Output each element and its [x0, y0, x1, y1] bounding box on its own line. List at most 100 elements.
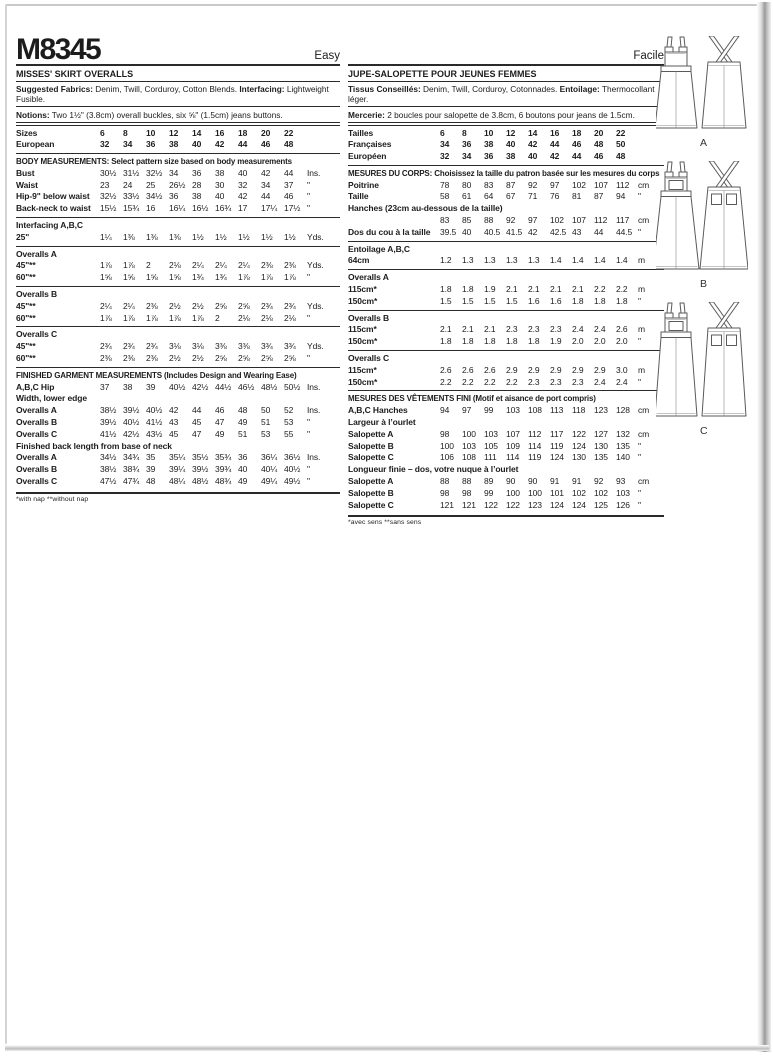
cell-value: 44.5	[616, 226, 633, 237]
cell-value: 1⅞	[123, 260, 135, 271]
unit-label: cm	[638, 179, 650, 190]
cell-value: 40	[192, 139, 202, 150]
cell-value: 2.1	[528, 284, 540, 295]
cell-value: 2.9	[594, 364, 606, 375]
cell-value: 44	[261, 191, 271, 202]
row-label: Salopette C	[348, 499, 394, 510]
cell-value: 1⅞	[192, 312, 204, 323]
cell-value: 42	[528, 139, 538, 150]
cell-value: 1½	[284, 231, 296, 242]
unit-label: "	[638, 376, 641, 387]
french-column: Facile JUPE-SALOPETTE POUR JEUNES FEMMES…	[348, 34, 664, 526]
cell-value: 44	[550, 139, 560, 150]
cell-value: 53	[261, 428, 271, 439]
table-row: Overalls C 47½ 47¾ 48 48¼ 48½ 48¾ 49 49¼ 49½ "	[16, 476, 340, 488]
cell-value: 87	[506, 179, 516, 190]
cell-value: 94	[616, 191, 626, 202]
cell-value: 119	[550, 440, 564, 451]
cell-value: 14	[192, 127, 202, 138]
cell-value: 98	[462, 487, 472, 498]
cell-value: 2⅜	[146, 300, 158, 311]
cell-value: 124	[572, 440, 586, 451]
cell-value: 3¾	[261, 341, 273, 352]
unit-label: "	[307, 203, 310, 214]
cell-value: 1.8	[440, 336, 452, 347]
cell-value: 46	[594, 151, 604, 162]
cell-value: 2.9	[528, 364, 540, 375]
page-edge-top	[5, 4, 757, 6]
cell-value: 24	[123, 179, 133, 190]
cell-value: 2.4	[572, 324, 584, 335]
table-row: 45"** 2¾ 2¾ 2¾ 3⅛ 3⅛ 3⅜ 3⅜ 3¾ 3¾ Yds.	[16, 341, 340, 353]
cell-value: 2.0	[594, 336, 606, 347]
interfacing-text-fr: Thermocollant léger.	[348, 84, 655, 104]
cell-value: 118	[572, 405, 586, 416]
row-label: Overalls B	[16, 417, 58, 428]
cell-value: 3.0	[616, 364, 628, 375]
cell-value: 12	[506, 127, 516, 138]
cell-value: 1⅞	[100, 260, 112, 271]
cell-value: 135	[616, 440, 630, 451]
table-row: Overalls B 38½ 38¾ 39 39¼ 39½ 39¾ 40 40¼ 40½ "	[16, 464, 340, 476]
cell-value: 2.6	[440, 364, 452, 375]
cell-value: 42	[550, 151, 560, 162]
cell-value: 2.2	[484, 376, 496, 387]
cell-value: 2¼	[238, 260, 250, 271]
cell-value: 107	[594, 179, 608, 190]
cell-value: 2⅜	[261, 260, 273, 271]
cell-value: 128	[616, 405, 630, 416]
cell-value: 91	[572, 476, 582, 487]
cell-value: 42.5	[550, 226, 567, 237]
table-row: Bust 30½ 31½ 32½ 34 36 38 40 42 44 Ins.	[16, 168, 340, 180]
cell-value: 1⅞	[238, 272, 250, 283]
cell-value: 32	[238, 179, 248, 190]
cell-value: 127	[594, 428, 608, 439]
table-row: Salopette B 98 98 99 100 100 101 102 102 103 "	[348, 488, 664, 500]
section-header: MESURES DES VÊTEMENTS FINI (Motif et ais…	[348, 390, 664, 405]
section-subtitle: (Includes Design and Wearing Ease)	[161, 370, 297, 380]
cell-value: 124	[572, 499, 586, 510]
cell-value: 97	[462, 405, 472, 416]
unit-label: Ins.	[307, 167, 321, 178]
fabrics-text: Denim, Twill, Corduroy, Cotton Blends.	[93, 84, 240, 94]
cell-value: 92	[506, 215, 516, 226]
row-label: Overalls B	[16, 464, 58, 475]
table-row: Overalls B 39½ 40½ 41½ 43 45 47 49 51 53 "	[16, 417, 340, 429]
cell-value: 1¾	[192, 272, 204, 283]
row-group-label: Overalls B	[16, 286, 340, 301]
cell-value: 2.0	[572, 336, 584, 347]
cell-value: 49¼	[261, 476, 278, 487]
cell-value: 1⅜	[146, 231, 158, 242]
cell-value: 6	[440, 127, 445, 138]
cell-value: 2.2	[594, 284, 606, 295]
cell-value: 40.5	[484, 226, 501, 237]
row-label: Françaises	[348, 139, 392, 150]
cell-value: 1⅝	[169, 272, 181, 283]
unit-label: "	[638, 191, 641, 202]
cell-value: 26½	[169, 179, 186, 190]
cell-value: 1.3	[506, 255, 518, 266]
table-row: Overalls A 38½ 39½ 40½ 42 44 46 48 50 52 Ins.	[16, 405, 340, 417]
cell-value: 1.4	[616, 255, 628, 266]
row-label: 25"	[16, 231, 30, 242]
cell-value: 100	[440, 440, 454, 451]
cell-value: 2⅜	[100, 353, 112, 364]
unit-label: "	[307, 191, 310, 202]
cell-value: 102	[594, 487, 608, 498]
french-header: Facile	[348, 34, 664, 66]
table-row: Françaises 34 36 38 40 42 44 46 48 50	[348, 139, 664, 151]
row-label: Salopette A	[348, 428, 394, 439]
cell-value: 6	[100, 127, 105, 138]
cell-value: 42	[215, 139, 225, 150]
cell-value: 108	[462, 452, 476, 463]
cell-value: 49	[238, 417, 248, 428]
cell-value: 2⅛	[284, 312, 296, 323]
cell-value: 87	[594, 191, 604, 202]
cell-value: 48½	[261, 381, 278, 392]
cell-value: 1.9	[550, 336, 562, 347]
notions-text: Two 1½" (3.8cm) overall buckles, six ⅝" …	[49, 109, 283, 120]
cell-value: 80	[462, 179, 472, 190]
cell-value: 97	[528, 215, 538, 226]
cell-value: 117	[550, 428, 564, 439]
cell-value: 40	[215, 191, 225, 202]
